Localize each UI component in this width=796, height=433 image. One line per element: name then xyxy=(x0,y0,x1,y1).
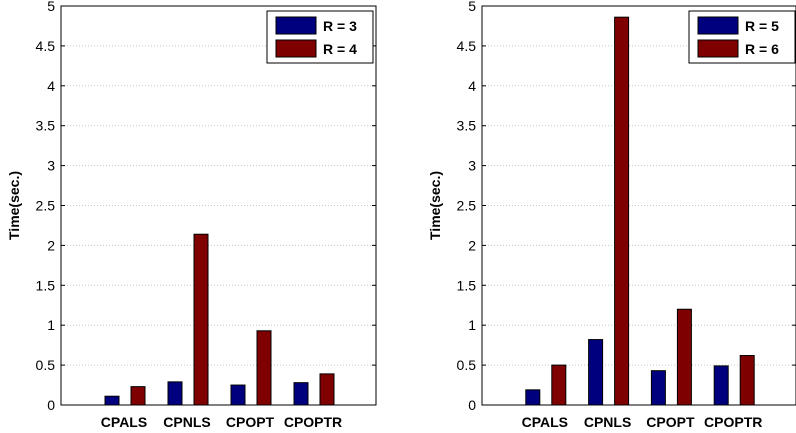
legend-swatch-series-2 xyxy=(697,39,739,58)
bar-cpopt-series-2 xyxy=(256,330,272,406)
y-tick-label: 3 xyxy=(468,158,476,174)
y-axis-label: Time(sec.) xyxy=(6,171,22,240)
bar-cpopt-series-1 xyxy=(650,370,666,406)
bar-cpnls-series-1 xyxy=(167,381,183,406)
y-tick-label: 2.5 xyxy=(36,198,56,214)
y-tick-label: 1.5 xyxy=(36,277,56,293)
axes-frame xyxy=(481,5,796,406)
legend-swatch-series-2 xyxy=(275,39,317,58)
plot-area xyxy=(61,6,376,405)
bar-cpnls-series-2 xyxy=(193,233,209,406)
y-tick-label: 3.5 xyxy=(36,118,56,134)
y-tick-label: 2 xyxy=(47,237,55,253)
y-axis-label: Time(sec.) xyxy=(427,171,443,240)
bar-cpals-series-1 xyxy=(104,395,120,406)
y-tick-label: 1.5 xyxy=(457,277,477,293)
y-tick-label: 2 xyxy=(468,237,476,253)
right-chart-panel: 0 0.5 1 1.5 2 2.5 3 3.5 4 4.5 5 CPALS CPNLS CPOPT CPOP… xyxy=(427,0,796,430)
x-tick-label: CPALS xyxy=(522,414,568,430)
axes-frame xyxy=(60,5,377,406)
y-tick-label: 1 xyxy=(47,317,55,333)
x-tick-label: CPNLS xyxy=(584,414,631,430)
x-tick-label: CPNLS xyxy=(163,414,210,430)
y-tick-label: 0 xyxy=(468,397,476,413)
legend: R = 5 R = 6 xyxy=(688,10,796,64)
y-tick-label: 4 xyxy=(47,78,55,94)
legend-swatch-series-1 xyxy=(275,16,317,35)
y-tick-label: 4.5 xyxy=(457,38,477,54)
legend-entry-label: R = 4 xyxy=(323,41,357,57)
bar-cpoptr-series-2 xyxy=(739,355,755,406)
bar-cpnls-series-1 xyxy=(588,339,604,406)
bar-cpals-series-2 xyxy=(130,386,146,406)
x-tick-label: CPOPT xyxy=(646,414,695,430)
y-tick-label: 5 xyxy=(468,0,476,14)
y-tick-label: 2.5 xyxy=(457,198,477,214)
bar-cpals-series-2 xyxy=(551,364,567,406)
bar-cpoptr-series-1 xyxy=(293,382,309,406)
bar-cpnls-series-2 xyxy=(614,16,630,406)
y-tick-label: 5 xyxy=(47,0,55,14)
bar-cpopt-series-2 xyxy=(676,308,692,406)
y-tick-label: 4.5 xyxy=(36,38,56,54)
x-tick-label: CPOPTR xyxy=(704,414,762,430)
legend-entry-label: R = 6 xyxy=(745,41,779,57)
y-tick-label: 0.5 xyxy=(36,357,56,373)
bar-cpals-series-1 xyxy=(525,389,541,406)
y-tick-label: 0 xyxy=(47,397,55,413)
y-tick-label: 1 xyxy=(468,317,476,333)
legend-swatch-series-1 xyxy=(697,16,739,35)
legend: R = 3 R = 4 xyxy=(266,10,374,64)
bar-cpoptr-series-2 xyxy=(319,373,335,406)
bar-cpopt-series-1 xyxy=(230,384,246,406)
legend-entry-label: R = 5 xyxy=(745,18,779,34)
x-tick-label: CPOPTR xyxy=(284,414,342,430)
y-tick-label: 0.5 xyxy=(457,357,477,373)
bar-cpoptr-series-1 xyxy=(713,365,729,406)
y-tick-label: 3 xyxy=(47,158,55,174)
y-tick-label: 3.5 xyxy=(457,118,477,134)
left-chart-panel: 0 0.5 1 1.5 2 2.5 3 3.5 4 4.5 5 CPALS CPNLS CPOPT CPOP… xyxy=(6,0,377,430)
x-tick-label: CPALS xyxy=(101,414,147,430)
legend-entry-label: R = 3 xyxy=(323,18,357,34)
y-tick-label: 4 xyxy=(468,78,476,94)
x-tick-label: CPOPT xyxy=(226,414,275,430)
